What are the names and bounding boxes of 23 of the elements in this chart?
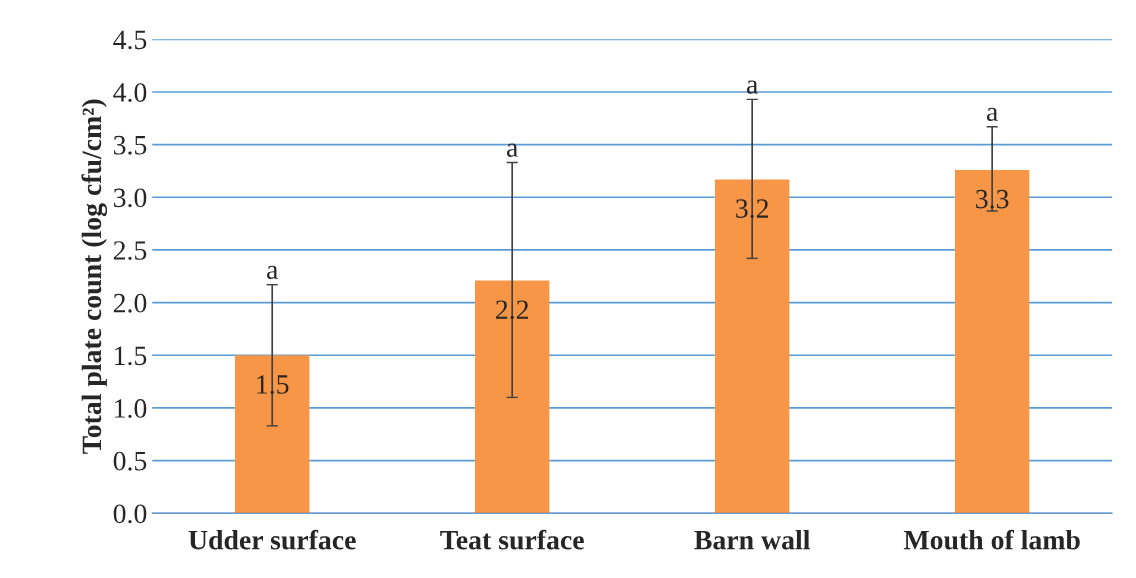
y-tick-label: 2.5 bbox=[113, 241, 147, 260]
bar bbox=[954, 169, 1030, 514]
y-tick-label: 4.0 bbox=[113, 83, 147, 102]
annotation: a bbox=[746, 80, 758, 94]
bar bbox=[235, 355, 310, 514]
bar bbox=[475, 280, 550, 514]
y-tick-label: 1.0 bbox=[115, 399, 147, 418]
annotation: a bbox=[986, 107, 998, 122]
y-tick-label: 0.5 bbox=[113, 451, 147, 471]
x-tick-label: Udder surface bbox=[188, 529, 356, 550]
y-tick-label: 0.0 bbox=[113, 504, 147, 524]
x-tick-label: Mouth of lamb bbox=[903, 529, 1080, 550]
y-tick-label: 3.5 bbox=[113, 135, 147, 155]
x-tick-label: Barn wall bbox=[694, 529, 810, 550]
x-tick-label: Teat surface bbox=[440, 529, 584, 550]
y-tick-label: 4.5 bbox=[113, 30, 147, 50]
annotation: a bbox=[267, 265, 278, 280]
y-tick-label: 3.0 bbox=[113, 188, 147, 208]
y-axis-title: Total plate count (log cfu/cm²) bbox=[81, 99, 108, 454]
bar bbox=[714, 179, 790, 514]
y-tick-label: 2.0 bbox=[113, 293, 147, 313]
annotation: a bbox=[507, 143, 518, 157]
y-tick-label: 1.5 bbox=[115, 346, 147, 366]
